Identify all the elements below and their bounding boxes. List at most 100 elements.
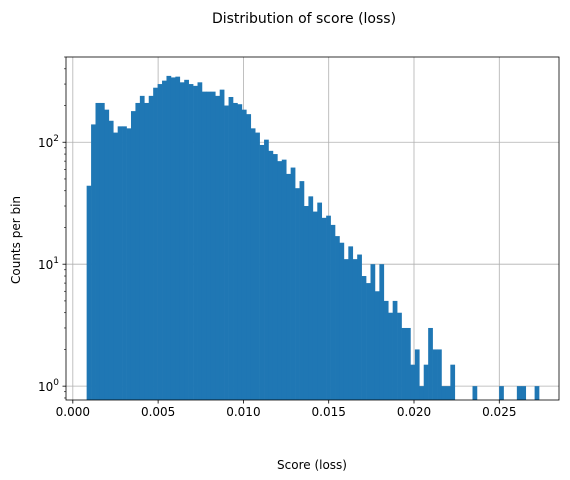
histogram-bar-48 bbox=[299, 181, 305, 400]
histogram-bar-60 bbox=[352, 259, 358, 400]
histogram-bar-0 bbox=[86, 185, 92, 400]
histogram-bar-16 bbox=[157, 84, 163, 400]
histogram-bar-35 bbox=[241, 109, 247, 400]
histogram-bar-40 bbox=[264, 139, 269, 400]
histogram-bar-12 bbox=[139, 95, 145, 401]
chart-title: Distribution of score (loss) bbox=[212, 11, 396, 27]
histogram-bar-70 bbox=[397, 312, 402, 400]
histogram-bar-59 bbox=[348, 246, 354, 400]
histogram-bar-3 bbox=[99, 102, 105, 400]
x-tick-label-1: 0.005 bbox=[141, 405, 175, 419]
x-axis-ticks: 0.000 0.005 0.010 0.015 0.020 0.025 bbox=[56, 400, 516, 419]
histogram-bar-76 bbox=[423, 364, 429, 400]
histogram-bar-63 bbox=[366, 283, 371, 400]
histogram-bar-73 bbox=[410, 364, 416, 400]
histogram-bar-28 bbox=[210, 91, 216, 400]
x-tick-label-3: 0.015 bbox=[312, 405, 346, 419]
histogram-bar-34 bbox=[237, 104, 243, 400]
histogram-bar-75 bbox=[419, 386, 425, 400]
histogram-bar-80 bbox=[441, 386, 447, 400]
histogram-bar-39 bbox=[259, 144, 265, 400]
histogram-bar-36 bbox=[246, 114, 252, 400]
histogram-bar-26 bbox=[201, 91, 207, 400]
histogram-bar-82 bbox=[450, 364, 456, 400]
histogram-bar-31 bbox=[224, 105, 229, 400]
x-tick-label-2: 0.010 bbox=[226, 405, 260, 419]
y-axis-ticks: 100 101 102 bbox=[38, 56, 66, 399]
y-tick-label-0: 100 bbox=[38, 378, 59, 394]
histogram-bar-54 bbox=[326, 215, 331, 400]
histogram-bar-67 bbox=[383, 300, 389, 400]
histogram-bar-57 bbox=[339, 242, 345, 400]
histogram-bar-13 bbox=[144, 102, 150, 400]
histogram-bar-61 bbox=[357, 254, 362, 400]
histogram-bar-47 bbox=[295, 188, 300, 400]
histogram-bar-53 bbox=[321, 217, 327, 400]
histogram-bar-87 bbox=[534, 386, 540, 400]
histogram-bar-19 bbox=[170, 77, 176, 401]
histogram-bar-44 bbox=[281, 159, 287, 400]
histogram-bar-62 bbox=[361, 276, 367, 400]
histogram-bar-68 bbox=[388, 312, 393, 400]
histogram-bar-55 bbox=[330, 224, 336, 400]
histogram-bar-46 bbox=[290, 167, 296, 400]
histogram-bar-41 bbox=[268, 150, 274, 400]
histogram-bar-14 bbox=[148, 95, 154, 401]
histogram-bar-37 bbox=[250, 128, 256, 400]
histogram-bar-74 bbox=[414, 349, 420, 400]
x-tick-label-4: 0.020 bbox=[397, 405, 431, 419]
histogram-bar-33 bbox=[233, 102, 238, 400]
histogram-bar-8 bbox=[122, 126, 127, 400]
histogram-bar-84 bbox=[499, 386, 504, 400]
histogram-bar-71 bbox=[401, 327, 407, 400]
histogram-bar-24 bbox=[193, 85, 198, 400]
histogram-bar-29 bbox=[215, 95, 220, 401]
histogram-bar-38 bbox=[255, 132, 260, 400]
histogram-bar-64 bbox=[370, 264, 376, 400]
histogram-bar-50 bbox=[308, 196, 314, 400]
histogram-bar-78 bbox=[432, 349, 438, 400]
histogram-bar-23 bbox=[188, 84, 194, 400]
histogram-bar-1 bbox=[91, 124, 96, 401]
x-axis-label: Score (loss) bbox=[277, 458, 347, 472]
histogram-bars bbox=[86, 75, 540, 401]
histogram-bar-85 bbox=[516, 386, 522, 400]
histogram-bar-43 bbox=[277, 161, 283, 400]
plot-frame bbox=[65, 56, 560, 401]
histogram-bar-56 bbox=[335, 236, 340, 400]
y-tick-label-1: 101 bbox=[38, 256, 59, 272]
histogram-bar-45 bbox=[286, 173, 291, 400]
histogram-bar-65 bbox=[374, 291, 380, 400]
histogram-bar-52 bbox=[317, 202, 323, 400]
histogram-bar-4 bbox=[104, 109, 110, 400]
y-tick-label-2: 102 bbox=[38, 134, 59, 150]
histogram-bar-72 bbox=[405, 327, 411, 400]
histogram-bar-83 bbox=[472, 386, 478, 400]
histogram-bar-51 bbox=[312, 211, 318, 400]
histogram-bar-6 bbox=[113, 132, 118, 400]
histogram-bar-11 bbox=[135, 102, 141, 400]
histogram-bar-49 bbox=[303, 206, 309, 400]
histogram-bar-42 bbox=[272, 154, 278, 400]
x-tick-label-0: 0.000 bbox=[56, 405, 90, 419]
histogram-bar-77 bbox=[428, 327, 433, 400]
x-tick-label-5: 0.025 bbox=[482, 405, 516, 419]
histogram-bar-30 bbox=[219, 89, 225, 400]
histogram-bar-79 bbox=[437, 349, 442, 400]
histogram-bar-58 bbox=[343, 259, 349, 400]
histogram-bar-86 bbox=[521, 386, 527, 400]
histogram-bar-15 bbox=[153, 87, 158, 401]
histogram-bar-22 bbox=[184, 79, 189, 400]
histogram-bar-5 bbox=[108, 120, 114, 401]
histogram-bar-27 bbox=[206, 91, 212, 400]
histogram-bar-66 bbox=[379, 264, 385, 400]
histogram-bar-9 bbox=[126, 128, 132, 400]
histogram-bar-7 bbox=[117, 126, 123, 400]
histogram-bar-81 bbox=[445, 386, 451, 400]
histogram-bar-32 bbox=[228, 96, 234, 401]
histogram-bar-20 bbox=[175, 76, 181, 401]
histogram-bar-17 bbox=[162, 80, 167, 400]
histogram-bar-18 bbox=[166, 75, 172, 400]
histogram-bar-2 bbox=[95, 102, 101, 400]
